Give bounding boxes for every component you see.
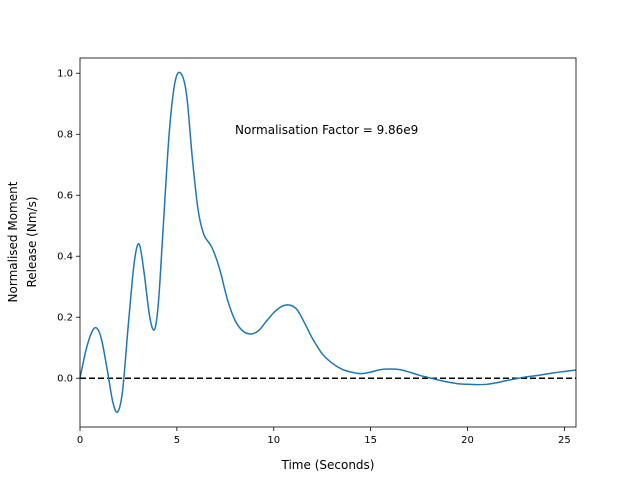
x-tick-label: 25 bbox=[558, 435, 571, 446]
x-tick-label: 15 bbox=[364, 435, 377, 446]
y-tick-label: 0.8 bbox=[57, 130, 73, 141]
y-tick-label: 0.4 bbox=[57, 252, 73, 263]
y-axis-label-line-1: Normalised Moment bbox=[6, 181, 20, 302]
plot-frame bbox=[79, 57, 577, 428]
y-tick-label: 0.2 bbox=[57, 313, 73, 324]
plot-area bbox=[80, 58, 576, 427]
y-tick-label: 0.6 bbox=[57, 191, 73, 202]
x-tick-label: 10 bbox=[267, 435, 280, 446]
x-tick-label: 5 bbox=[174, 435, 180, 446]
y-tick-label: 1.0 bbox=[57, 69, 73, 80]
y-tick-label: 0.0 bbox=[57, 374, 73, 385]
series-line bbox=[79, 71, 577, 413]
y-axis-ticks: 0.0 0.2 0.4 0.6 0.8 1.0 bbox=[57, 69, 80, 385]
x-axis-label: Time (Seconds) bbox=[281, 458, 375, 472]
y-axis-label-line-2: Release (Nm/s) bbox=[25, 196, 39, 287]
annotation-normalisation-factor: Normalisation Factor = 9.86e9 bbox=[235, 123, 418, 137]
x-axis-ticks: 0 5 10 15 20 25 bbox=[77, 427, 571, 446]
x-tick-label: 0 bbox=[77, 435, 83, 446]
x-tick-label: 20 bbox=[461, 435, 474, 446]
